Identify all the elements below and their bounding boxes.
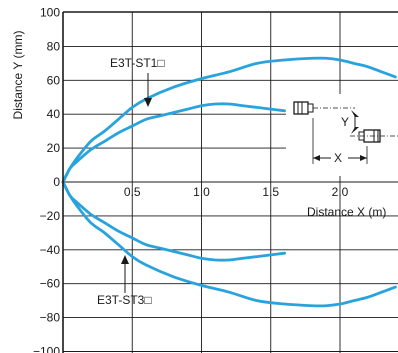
x-tick-label: 1.0 (193, 185, 210, 199)
tick-labels: 100 80 60 40 20 0 −20 −40 −60 −80 −100 0.5 1.0 1.5 2.0… (33, 6, 349, 353)
emitter-icon (293, 101, 314, 115)
y-axis-label: Distance Y (mm) (11, 31, 25, 120)
y-tick-label: 0 (53, 175, 60, 189)
inset-y-label: Y (341, 115, 349, 129)
y-tick-label: −40 (40, 243, 61, 257)
annotation-st1-arrow (144, 73, 152, 107)
y-tick-label: −60 (40, 277, 61, 291)
curves (61, 56, 397, 308)
y-tick-label: −100 (33, 345, 60, 353)
annotation-st1: E3T-ST1□ (110, 56, 165, 70)
x-tick-label: 1.5 (262, 185, 279, 199)
y-tick-label: −20 (40, 209, 61, 223)
sensor-setup-diagram: Y X (286, 94, 398, 176)
series-line-2 (61, 180, 286, 262)
series-line-3 (61, 56, 397, 184)
series-line-4 (61, 180, 397, 308)
x-axis-label: Distance X (m) (307, 205, 386, 219)
annotation-st3: E3T-ST3□ (97, 293, 152, 307)
inset-x-label: X (334, 151, 342, 165)
x-tick-label: 0.5 (124, 185, 141, 199)
x-tick-label: 2.0 (332, 185, 349, 199)
y-tick-label: 60 (47, 73, 61, 87)
y-tick-label: −80 (40, 311, 61, 325)
series-line-1 (61, 102, 286, 184)
grid (63, 12, 398, 353)
y-tick-label: 40 (47, 107, 61, 121)
y-tick-label: 80 (47, 39, 61, 53)
y-tick-label: 20 (47, 141, 61, 155)
annotation-st3-arrow (121, 255, 129, 293)
y-tick-label: 100 (40, 6, 60, 20)
